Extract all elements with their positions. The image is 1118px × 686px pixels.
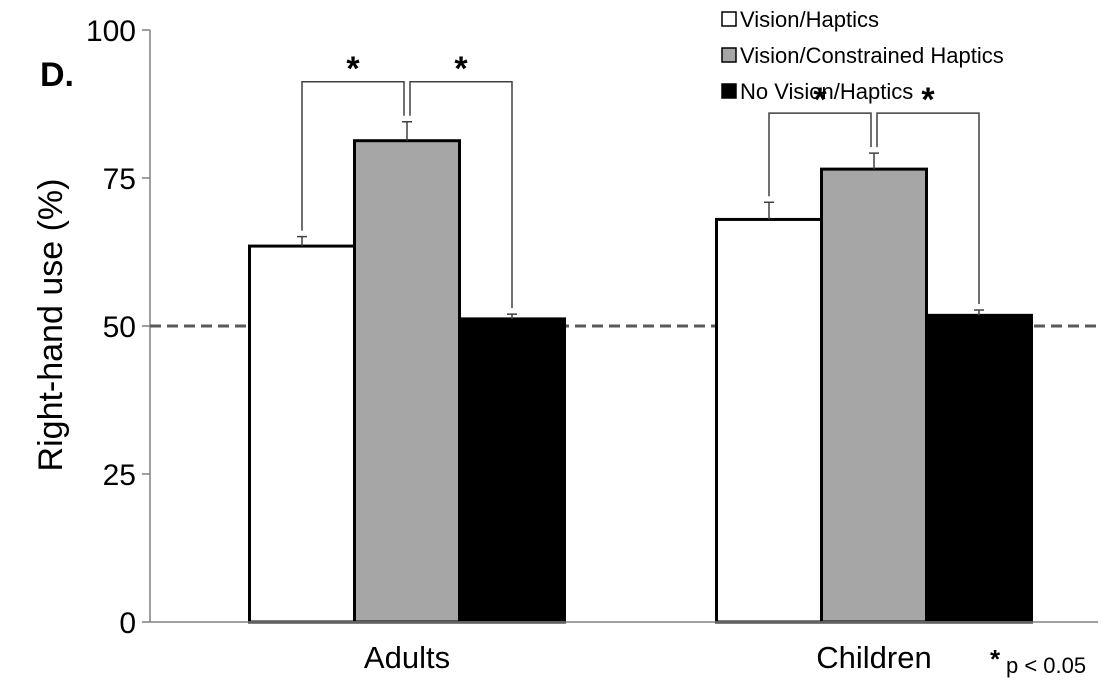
bar bbox=[248, 244, 356, 624]
bar bbox=[353, 139, 461, 624]
y-tick-label: 100 bbox=[86, 15, 136, 48]
y-tick-label: 25 bbox=[103, 459, 136, 492]
y-tick-label: 75 bbox=[103, 163, 136, 196]
error-bars bbox=[297, 121, 984, 319]
significance-note-star: * bbox=[990, 644, 1001, 674]
legend-swatch bbox=[721, 47, 737, 63]
significance-star: * bbox=[454, 50, 468, 88]
significance-star: * bbox=[921, 81, 935, 119]
y-tick-label: 50 bbox=[103, 311, 136, 344]
significance-brackets: * * * * bbox=[301, 50, 980, 309]
significance-note: p < 0.05 bbox=[1006, 653, 1086, 678]
x-axis: Adults Children bbox=[150, 621, 1098, 675]
x-category-label: Adults bbox=[364, 640, 450, 675]
significance-bracket bbox=[409, 81, 513, 309]
x-category-label: Children bbox=[816, 640, 931, 675]
bars bbox=[248, 139, 1033, 624]
significance-star: * bbox=[813, 81, 827, 119]
bar bbox=[925, 313, 1033, 624]
bar bbox=[820, 167, 928, 624]
bar bbox=[458, 317, 566, 624]
legend: Vision/Haptics Vision/Constrained Haptics… bbox=[721, 7, 1004, 104]
panel-label: D. bbox=[40, 56, 74, 94]
y-axis: 0 25 50 75 100 bbox=[86, 15, 151, 640]
significance-bracket bbox=[768, 112, 872, 197]
bar bbox=[715, 217, 823, 624]
legend-label: Vision/Constrained Haptics bbox=[740, 43, 1004, 68]
legend-label: No Vision/Haptics bbox=[740, 79, 913, 104]
legend-swatch bbox=[721, 83, 737, 99]
legend-swatch bbox=[721, 11, 737, 27]
significance-bracket bbox=[301, 81, 405, 231]
legend-label: Vision/Haptics bbox=[740, 7, 879, 32]
significance-star: * bbox=[346, 50, 360, 88]
significance-bracket bbox=[876, 112, 980, 305]
y-tick-label: 0 bbox=[119, 607, 136, 640]
y-axis-title: Right-hand use (%) bbox=[32, 179, 70, 472]
